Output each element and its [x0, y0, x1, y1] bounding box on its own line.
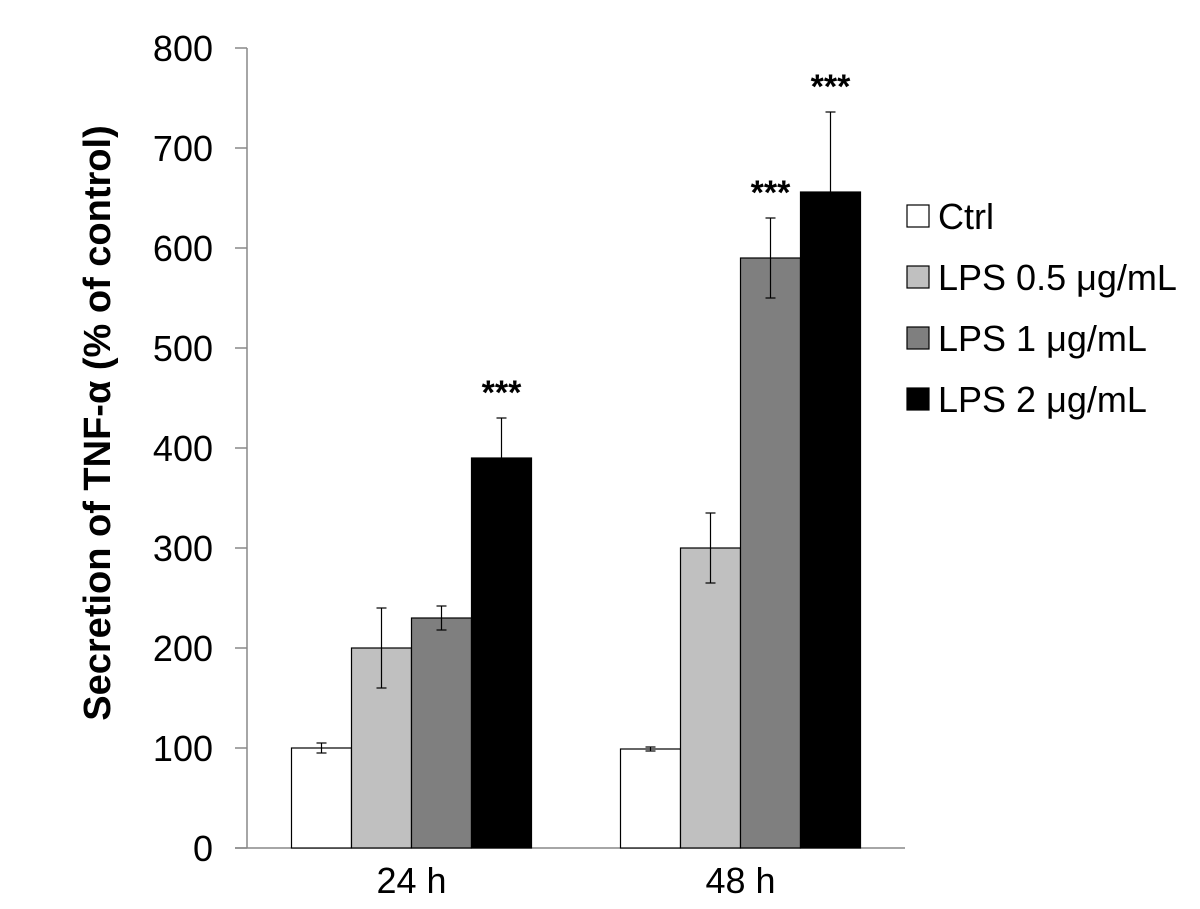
legend: Ctrl LPS 0.5 μg/mL LPS 1 μg/mL LPS 2 μg/mL — [906, 196, 1177, 420]
y-tick-label: 100 — [153, 728, 213, 769]
y-axis-label: Secretion of TNF-α (% of control) — [77, 125, 119, 720]
bar — [410, 617, 473, 849]
y-tick-label: 200 — [153, 628, 213, 669]
legend-swatch — [906, 326, 930, 350]
y-tick-label: 300 — [153, 528, 213, 569]
bar — [739, 257, 802, 849]
legend-label: Ctrl — [938, 196, 994, 237]
significance-markers: *** *** *** — [482, 68, 851, 412]
bars — [290, 191, 862, 849]
y-tick-label: 600 — [153, 228, 213, 269]
significance-marker: *** — [811, 68, 851, 106]
legend-swatch — [906, 265, 930, 289]
x-axis: 24 h 48 h — [235, 847, 905, 901]
bar — [619, 748, 682, 849]
y-tick-label: 700 — [153, 128, 213, 169]
x-tick-label: 24 h — [376, 860, 446, 901]
y-tick-label: 400 — [153, 428, 213, 469]
y-axis: 0 100 200 300 400 500 600 700 800 — [153, 28, 248, 869]
legend-swatch — [906, 387, 930, 411]
legend-swatch — [906, 204, 930, 228]
significance-marker: *** — [482, 374, 522, 412]
y-tick-label: 0 — [193, 828, 213, 869]
legend-label: LPS 2 μg/mL — [938, 379, 1147, 420]
bar — [290, 747, 353, 849]
bar — [679, 547, 742, 849]
legend-label: LPS 0.5 μg/mL — [938, 257, 1177, 298]
legend-label: LPS 1 μg/mL — [938, 318, 1147, 359]
y-tick-label: 500 — [153, 328, 213, 369]
significance-marker: *** — [751, 174, 791, 212]
bar — [799, 191, 862, 849]
error-bars — [316, 111, 836, 754]
y-tick-label: 800 — [153, 28, 213, 69]
x-tick-label: 48 h — [705, 860, 775, 901]
bar — [470, 457, 533, 849]
